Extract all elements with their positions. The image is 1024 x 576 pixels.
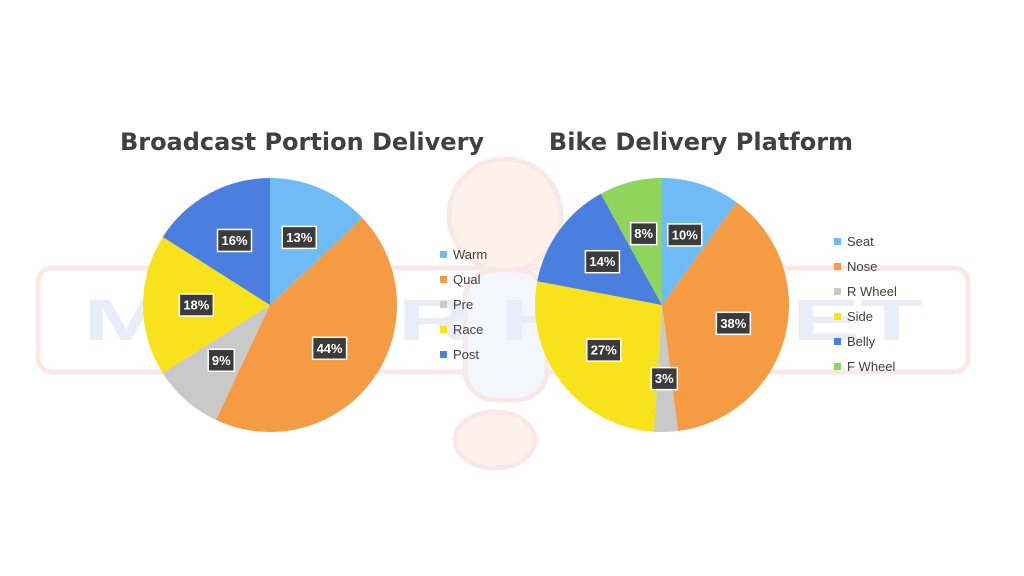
data-label-text: 9% (212, 353, 231, 368)
legend-item-race: Race (440, 317, 487, 342)
legend-item-qual: Qual (440, 267, 487, 292)
legend-swatch (440, 276, 447, 283)
legend-swatch (440, 351, 447, 358)
legend-broadcast: Warm Qual Pre Race Post (440, 242, 487, 367)
legend-swatch (440, 326, 447, 333)
legend-label: Qual (453, 272, 481, 287)
legend-item-belly: Belly (834, 329, 897, 354)
data-label-text: 8% (634, 226, 653, 241)
pie-slice-post (162, 178, 270, 305)
data-label-text: 16% (221, 233, 247, 248)
data-label-box (178, 293, 215, 317)
data-label-text: 18% (183, 298, 209, 313)
data-label-box (584, 249, 621, 274)
data-label-text: 38% (720, 316, 746, 331)
data-label-text: 13% (286, 230, 312, 245)
watermark-banner (35, 265, 971, 375)
legend-label: Seat (847, 234, 874, 249)
data-label-race: 18% (178, 293, 215, 317)
data-label-text: 10% (672, 227, 698, 242)
legend-label: Post (453, 347, 480, 362)
legend-label: Side (847, 309, 874, 324)
legend-item-nose: Nose (834, 254, 897, 279)
legend-item-warm: Warm (440, 242, 487, 267)
legend-label: Race (453, 322, 484, 337)
legend-swatch (834, 338, 841, 345)
data-label-text: 14% (589, 254, 615, 269)
data-label-text: 27% (591, 343, 617, 358)
data-label-box (311, 336, 348, 361)
legend-bike: Seat Nose R Wheel Side Belly F Wheel (834, 229, 897, 379)
legend-swatch (440, 251, 447, 258)
legend-swatch (834, 238, 841, 245)
legend-label: Warm (453, 247, 488, 262)
data-label-box (715, 311, 752, 336)
legend-label: F Wheel (847, 359, 896, 374)
data-label-post: 16% (216, 228, 253, 253)
legend-label: Nose (847, 259, 878, 274)
data-label-f-wheel: 8% (629, 221, 658, 246)
data-label-box (281, 225, 318, 250)
data-label-box (650, 366, 679, 391)
watermark-mascot-foot (452, 409, 538, 471)
legend-swatch (834, 263, 841, 270)
data-label-text: 44% (317, 341, 343, 356)
legend-item-pre: Pre (440, 292, 487, 317)
legend-label: R Wheel (847, 284, 897, 299)
legend-swatch (834, 313, 841, 320)
pie-chart-bike: 10% 38% 3% 27% 14% 8% (535, 178, 789, 432)
legend-label: Belly (847, 334, 876, 349)
watermark-mascot-head (446, 156, 564, 274)
data-label-text: 3% (655, 371, 674, 386)
data-label-box (586, 338, 622, 362)
chart-title-broadcast: Broadcast Portion Delivery (119, 128, 485, 156)
data-label-seat: 10% (667, 223, 703, 247)
legend-item-f-wheel: F Wheel (834, 354, 897, 379)
legend-item-seat: Seat (834, 229, 897, 254)
data-label-box (216, 228, 253, 253)
legend-item-r-wheel: R Wheel (834, 279, 897, 304)
pie-slice-belly (537, 193, 662, 305)
data-label-side: 27% (586, 338, 622, 362)
pie-slice-qual (215, 218, 397, 432)
data-label-qual: 44% (311, 336, 348, 361)
data-label-nose: 38% (715, 311, 752, 336)
legend-swatch (440, 301, 447, 308)
chart-title-bike: Bike Delivery Platform (548, 128, 854, 156)
data-label-belly: 14% (584, 249, 621, 274)
legend-item-side: Side (834, 304, 897, 329)
pie-chart-broadcast: 13% 44% 9% 18% 16% (143, 178, 397, 432)
legend-swatch (834, 288, 841, 295)
data-label-r-wheel: 3% (650, 366, 679, 391)
legend-swatch (834, 363, 841, 370)
data-label-box (629, 221, 658, 246)
data-label-box (207, 348, 236, 373)
legend-label: Pre (453, 297, 474, 312)
data-label-box (667, 223, 703, 247)
data-label-warm: 13% (281, 225, 318, 250)
legend-item-post: Post (440, 342, 487, 367)
data-label-pre: 9% (207, 348, 236, 373)
